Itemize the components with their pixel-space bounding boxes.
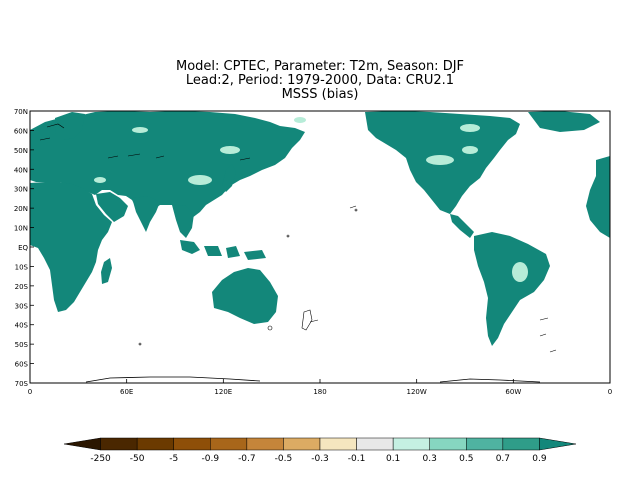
colorbar-label: -0.1	[348, 454, 366, 464]
lat-label: 20S	[15, 283, 29, 291]
map-title: Model: CPTEC, Parameter: T2m, Season: DJ…	[0, 60, 640, 102]
colorbar-swatch	[283, 437, 321, 451]
land-australia	[212, 268, 278, 324]
colorbar-swatch	[392, 437, 430, 451]
land-greenland	[528, 111, 600, 132]
colorbar-label: -250	[90, 454, 111, 464]
colorbar-swatch	[210, 437, 248, 451]
colorbar-label: -5	[169, 454, 178, 464]
light-patches	[94, 117, 528, 282]
lon-label: 0	[608, 388, 612, 396]
lon-label: 120W	[407, 388, 427, 396]
colorbar-labels: -250 -50 -5 -0.9 -0.7 -0.5 -0.3 -0.1 0.1 0.3 0.5 0.…	[90, 454, 546, 464]
land-europe-right-edge	[586, 156, 610, 238]
lat-label: 40S	[15, 322, 29, 330]
colorbar-swatch	[539, 437, 577, 451]
land-arabia	[96, 192, 128, 222]
lat-label: 70N	[14, 108, 28, 116]
colorbar-swatch	[246, 437, 284, 451]
lat-label: 50S	[15, 341, 29, 349]
colorbar-label: 0.3	[423, 454, 437, 464]
colorbar-swatch	[100, 437, 138, 451]
longitude-axis: 0 60E 120E 180 120W 60W 0	[28, 379, 612, 396]
lat-label: 10N	[14, 225, 28, 233]
colorbar-label: -0.7	[238, 454, 256, 464]
colorbar-label: -0.3	[311, 454, 329, 464]
land-eurasia-north	[30, 111, 305, 222]
title-line-2: Lead:2, Period: 1979-2000, Data: CRU2.1	[185, 73, 455, 88]
lon-label: 120E	[214, 388, 232, 396]
latitude-axis: 70N 60N 50N 40N 30N 20N 10N EQ 10S 20S 30S 40S 50S 60…	[14, 108, 34, 388]
lon-label: 60E	[120, 388, 133, 396]
colorbar-label: 0.7	[496, 454, 510, 464]
land-central-america	[450, 214, 474, 238]
colorbar-swatches	[63, 437, 577, 451]
lat-label: 30S	[15, 302, 29, 310]
lat-label: EQ	[18, 244, 28, 252]
colorbar-swatch	[466, 437, 504, 451]
title-line-1: Model: CPTEC, Parameter: T2m, Season: DJ…	[175, 59, 465, 74]
lat-label: 30N	[14, 186, 28, 194]
land-indonesia	[180, 240, 266, 260]
coastline-details	[39, 123, 557, 353]
colorbar-swatch	[356, 437, 394, 451]
colorbar-label: -0.5	[275, 454, 293, 464]
land-scandinavia	[55, 112, 85, 140]
land-india	[132, 196, 160, 232]
colorbar-swatch	[173, 437, 211, 451]
colorbar-swatch	[63, 437, 101, 451]
land-southeast-asia	[172, 205, 194, 238]
colorbar-swatch	[136, 437, 174, 451]
colorbar-label: -50	[130, 454, 145, 464]
lat-label: 60S	[15, 361, 29, 369]
colorbar-swatch	[429, 437, 467, 451]
lat-label: 70S	[15, 380, 29, 388]
land-africa	[30, 182, 112, 312]
land-new-zealand	[301, 309, 313, 331]
colorbar-swatch	[502, 437, 540, 451]
lat-label: 20N	[14, 205, 28, 213]
lat-label: 40N	[14, 166, 28, 174]
lat-label: 50N	[14, 147, 28, 155]
antarctica-coastline	[85, 376, 541, 383]
lon-label: 60W	[505, 388, 521, 396]
colorbar-swatch	[319, 437, 357, 451]
lat-label: 10S	[15, 263, 29, 271]
lon-label: 0	[28, 388, 32, 396]
title-line-3: MSSS (bias)	[281, 87, 359, 102]
colorbar-label: 0.9	[532, 454, 547, 464]
land-south-america	[474, 232, 550, 346]
land-madagascar	[101, 258, 112, 284]
colorbar-label: -0.9	[202, 454, 220, 464]
colorbar-label: 0.1	[386, 454, 400, 464]
colorbar-label: 0.5	[459, 454, 473, 464]
lat-label: 60N	[14, 127, 28, 135]
land-japan	[222, 164, 236, 192]
lon-label: 180	[313, 388, 326, 396]
